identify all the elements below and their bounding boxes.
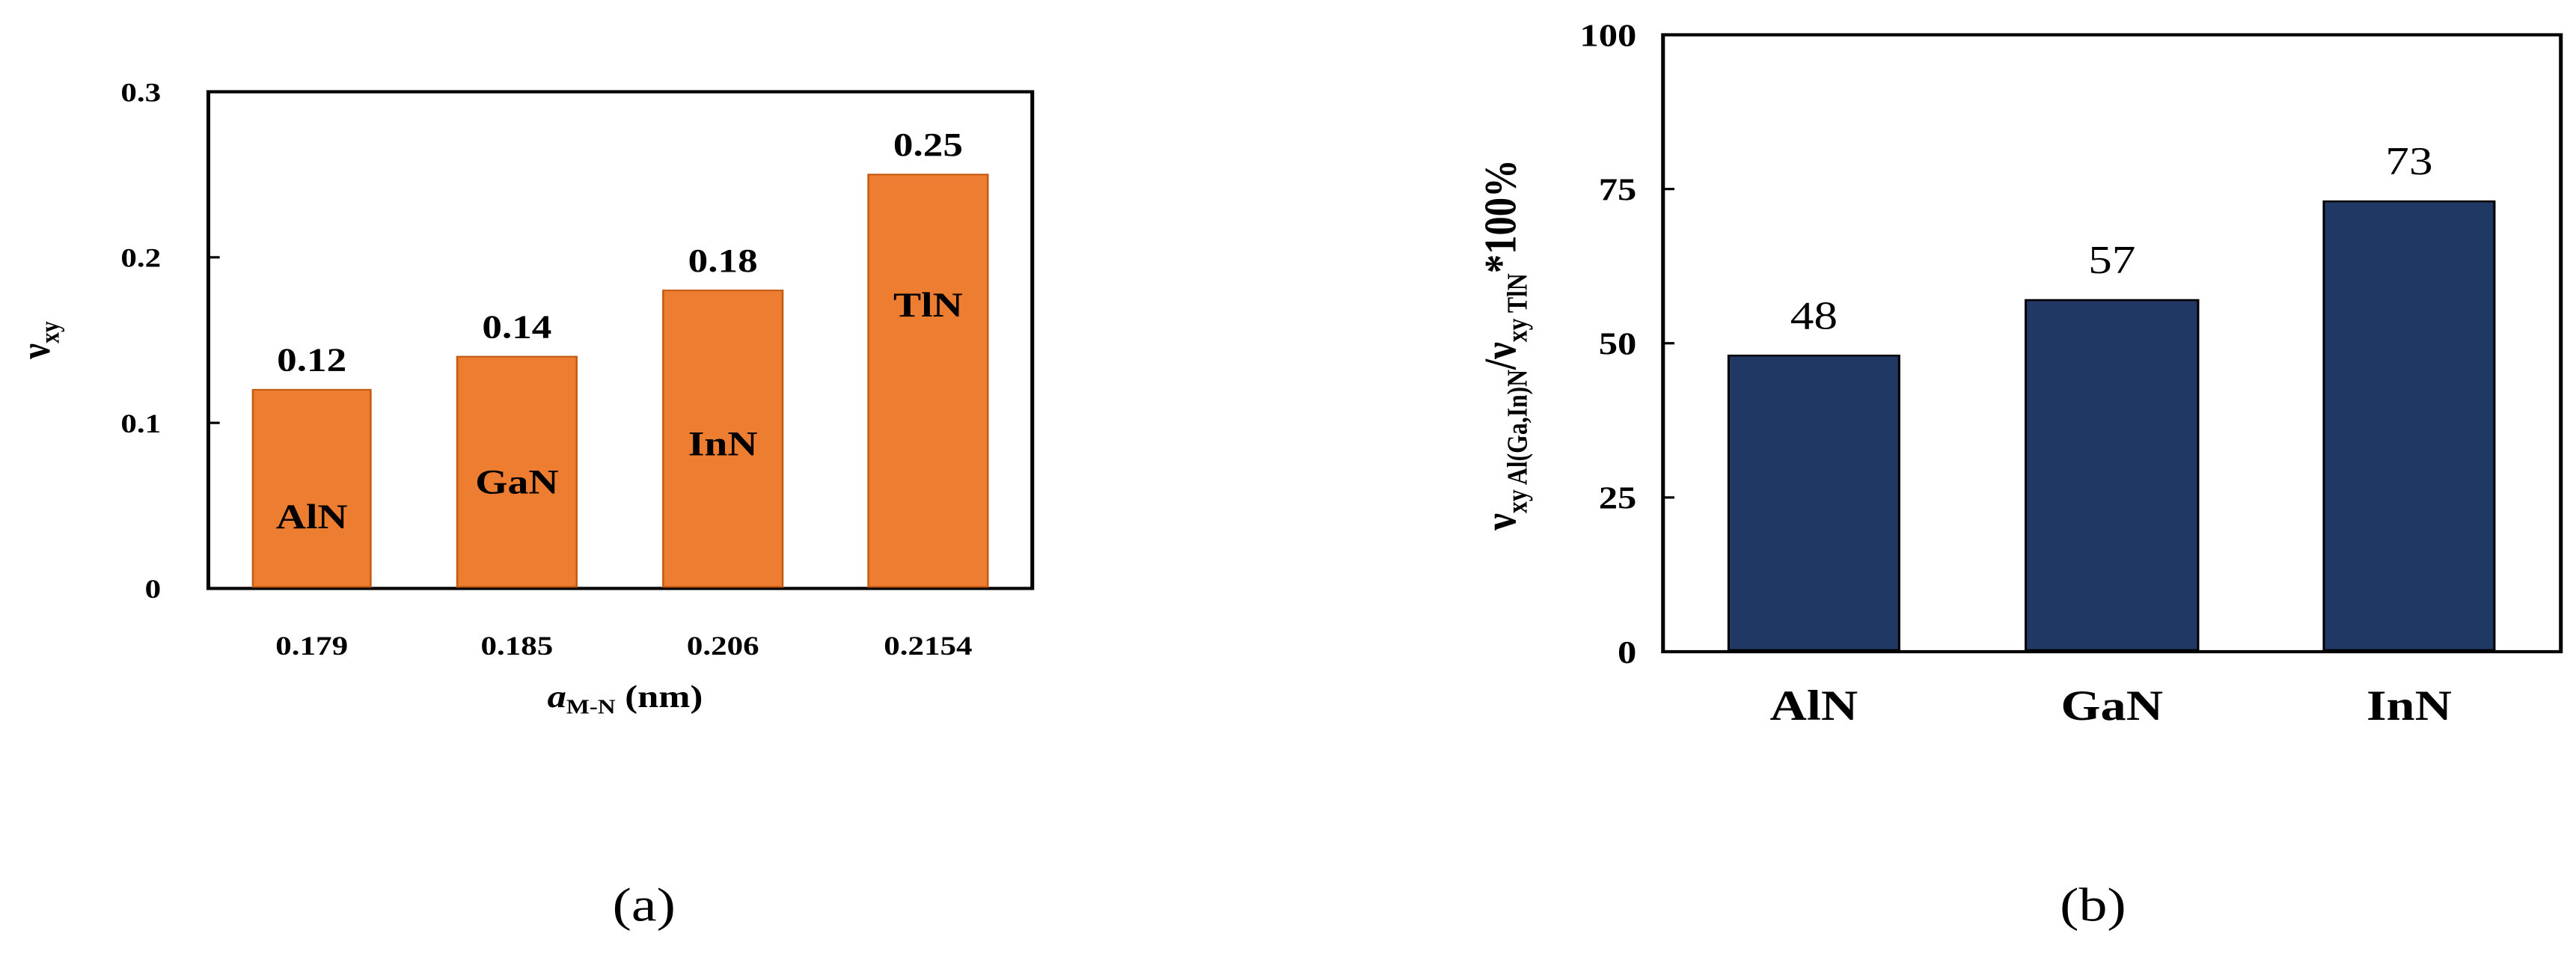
data-label-b: 48 bbox=[1790, 293, 1838, 337]
y-tick-label-a: 0.3 bbox=[120, 78, 161, 108]
y-tick-label-b: 75 bbox=[1599, 172, 1637, 207]
bar-b-AlN bbox=[1727, 354, 1900, 652]
bar-inner-label-a: GaN bbox=[475, 463, 558, 502]
x-tick-label-b: GaN bbox=[2061, 682, 2163, 729]
y-tick-label-b: 25 bbox=[1599, 481, 1637, 516]
x-axis-label-a: aM-N (nm) bbox=[548, 679, 703, 718]
bar-b-InN bbox=[2322, 200, 2496, 652]
x-tick-label-a: 0.179 bbox=[275, 631, 348, 661]
bar-a-GaN bbox=[456, 355, 578, 588]
x-tick-label-b: InN bbox=[2367, 682, 2452, 729]
bar-a-InN bbox=[662, 290, 784, 588]
bar-inner-label-a: InN bbox=[688, 425, 758, 464]
data-label-a: 0.25 bbox=[893, 126, 963, 163]
y-tick-label-b: 0 bbox=[1618, 635, 1636, 670]
y-tick-label-a: 0 bbox=[145, 574, 162, 604]
x-tick-label-a: 0.206 bbox=[687, 631, 759, 661]
data-label-b: 73 bbox=[2385, 139, 2432, 183]
bar-a-TlN bbox=[867, 174, 989, 588]
data-label-b: 57 bbox=[2088, 238, 2135, 282]
y-tick-label-b: 100 bbox=[1579, 18, 1636, 53]
y-tick-label-a: 0.2 bbox=[120, 243, 161, 273]
data-label-a: 0.18 bbox=[688, 242, 758, 279]
panel-label-a: (a) bbox=[613, 879, 676, 932]
bar-b-GaN bbox=[2025, 299, 2200, 652]
data-label-a: 0.12 bbox=[277, 341, 346, 379]
y-axis-label-a: νxy bbox=[13, 321, 65, 359]
bar-a-AlN bbox=[251, 388, 372, 588]
x-tick-label-b: AlN bbox=[1770, 682, 1858, 729]
chart-b: 0 25 50 75 100 48 AlN 57 GaN 73 InN νxy Al(Ga,In)N… bbox=[1475, 18, 2563, 932]
bar-inner-label-a: AlN bbox=[276, 498, 348, 536]
plot-frame-a bbox=[206, 90, 1035, 590]
panel-label-b: (b) bbox=[2060, 879, 2126, 932]
chart-a: 0 0.1 0.2 0.3 0.12 AlN 0.179 0.14 GaN 0.185 0.18 In… bbox=[13, 78, 1035, 932]
data-label-a: 0.14 bbox=[482, 308, 551, 345]
x-tick-label-a: 0.2154 bbox=[884, 631, 972, 661]
bar-inner-label-a: TlN bbox=[893, 286, 963, 325]
y-tick-label-b: 50 bbox=[1599, 326, 1637, 361]
y-axis-label-b: νxy Al(Ga,In)N/νxy TlN*100% bbox=[1475, 159, 1533, 531]
y-tick-label-a: 0.1 bbox=[120, 409, 161, 438]
x-tick-label-a: 0.185 bbox=[481, 631, 554, 661]
